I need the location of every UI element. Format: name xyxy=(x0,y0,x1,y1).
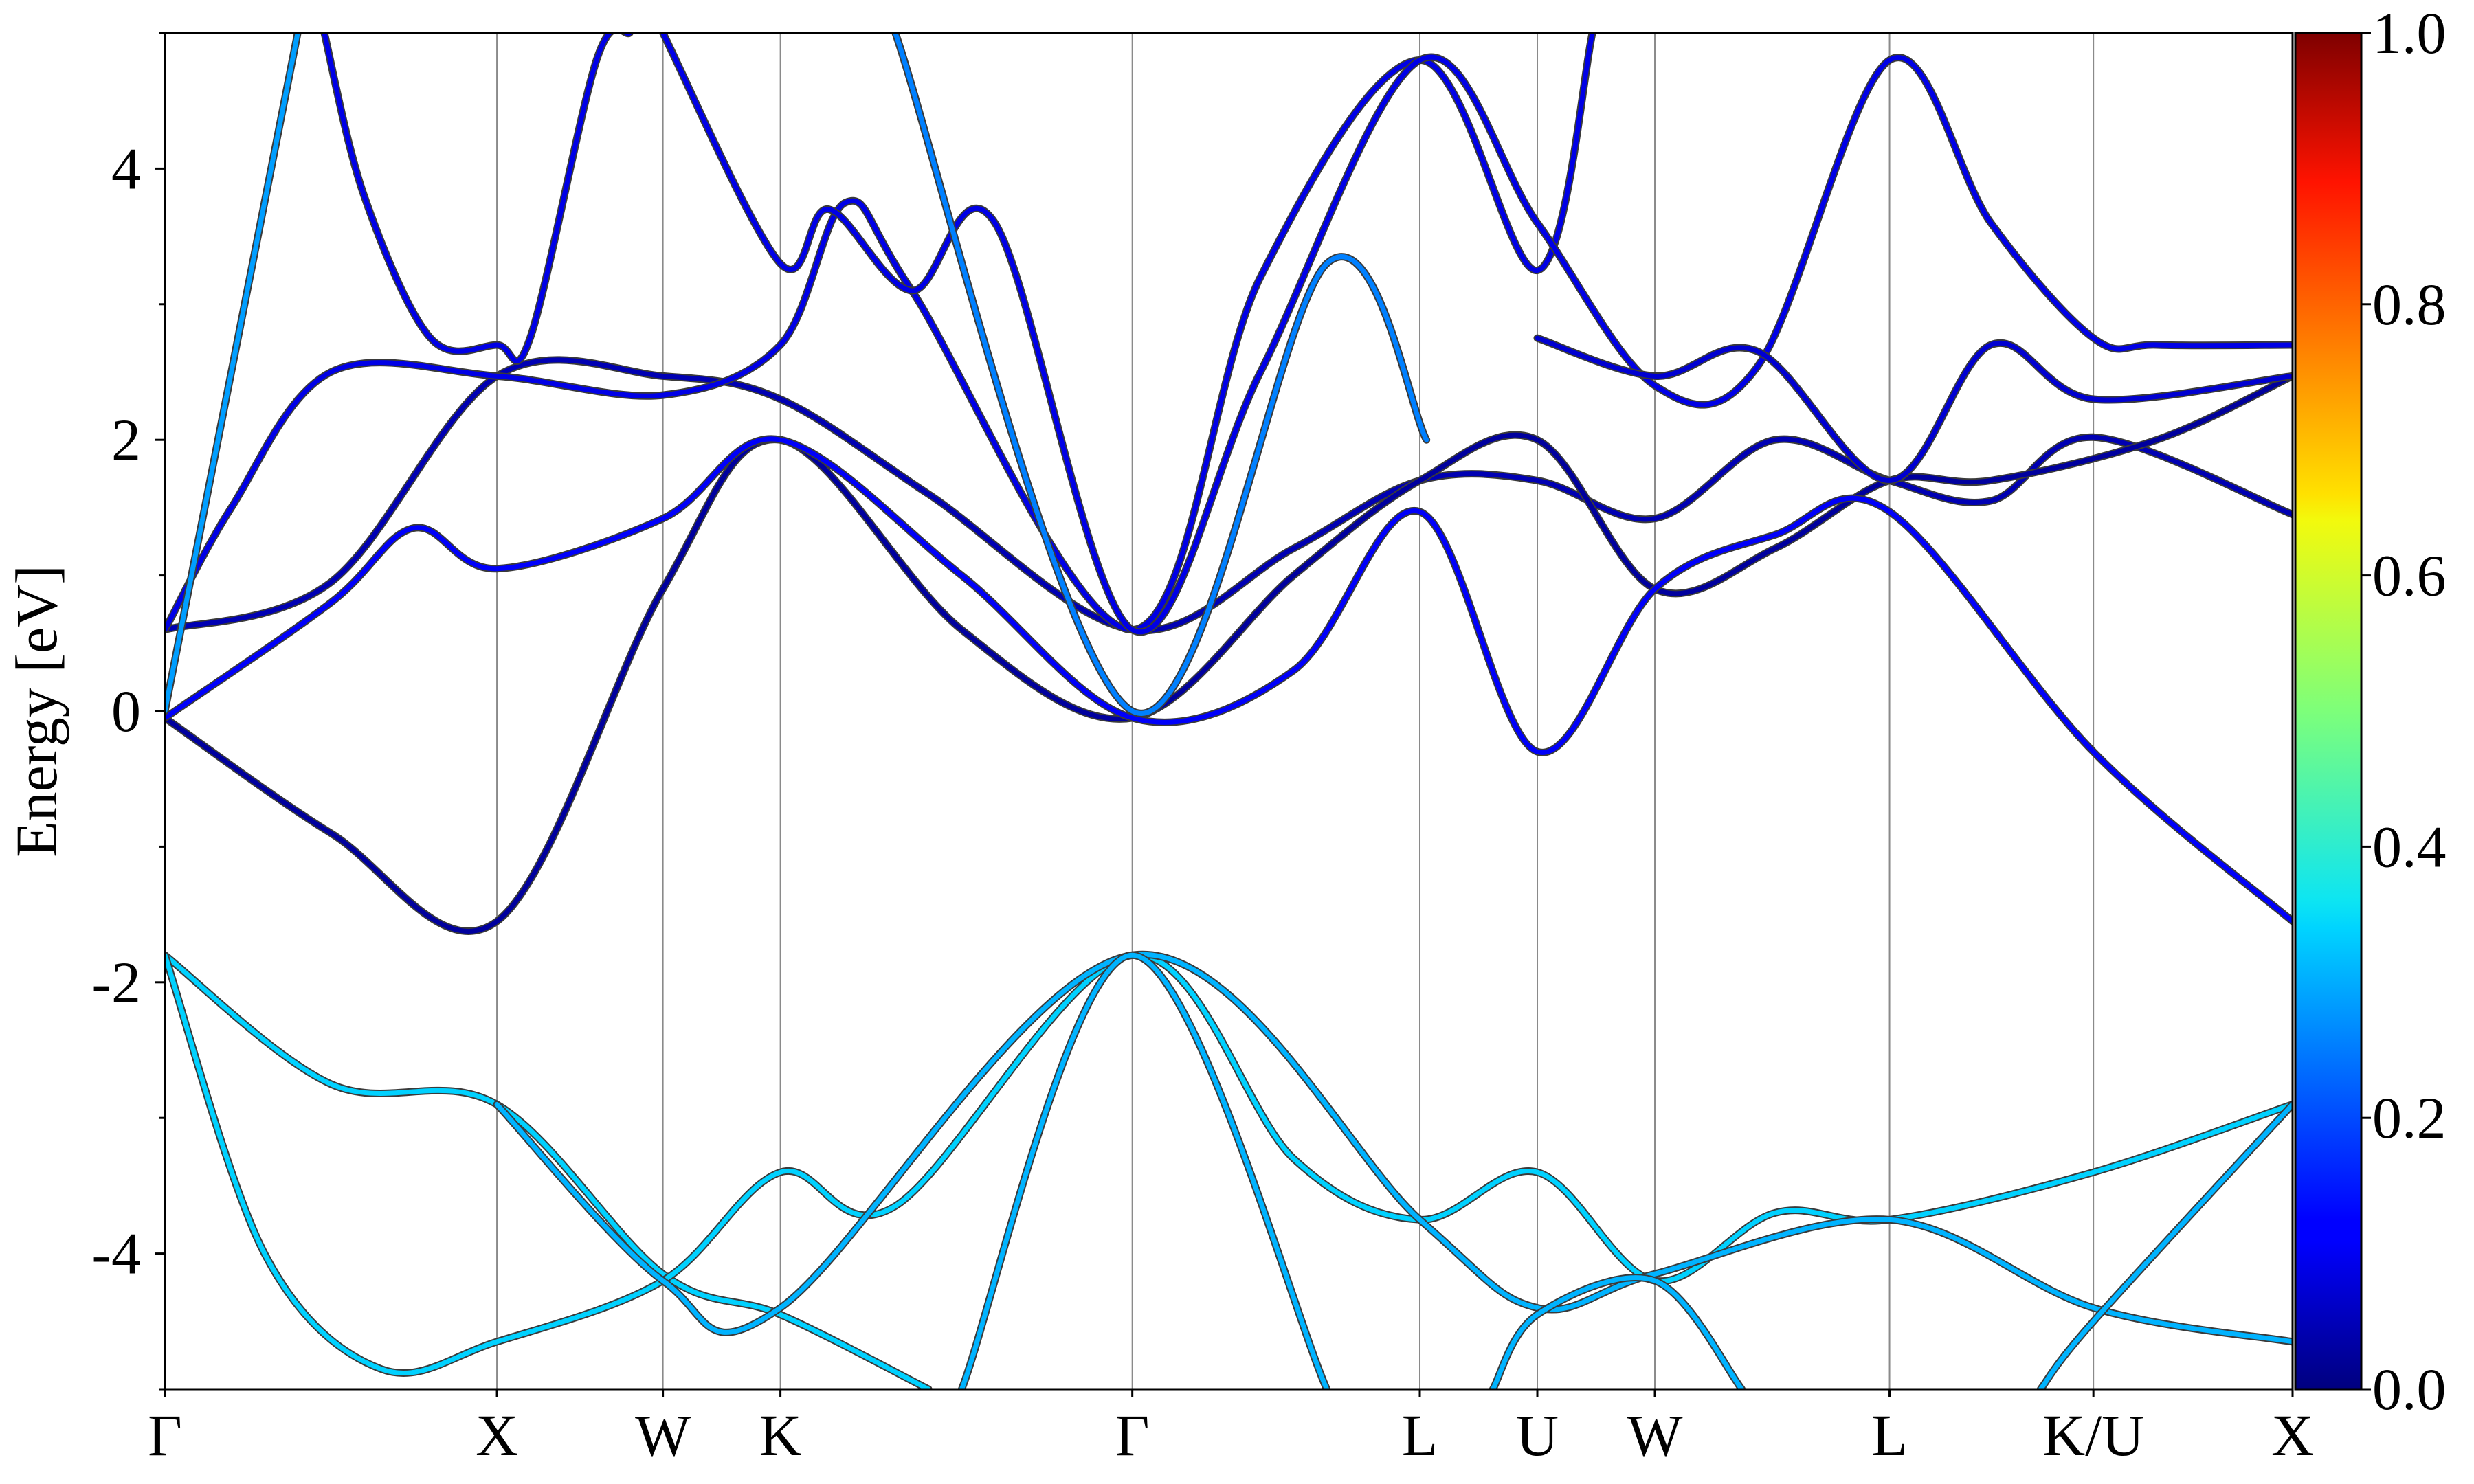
y-tick-label: 0 xyxy=(111,678,141,744)
band-outline xyxy=(659,33,2293,636)
band-outline xyxy=(165,356,2293,635)
band-line xyxy=(322,33,632,364)
x-tick-label: Γ xyxy=(1115,1402,1150,1468)
band-line xyxy=(165,952,2293,1376)
y-tick-label: 4 xyxy=(111,135,141,201)
band-line xyxy=(165,952,931,1389)
colorbar xyxy=(2294,32,2363,1391)
colorbar-tick-label: 0.6 xyxy=(2372,543,2447,609)
high-symmetry-lines xyxy=(496,33,2095,1389)
colorbar-tick-label: 0.4 xyxy=(2372,813,2447,879)
colorbar-tick-label: 0.2 xyxy=(2372,1085,2447,1151)
band-line xyxy=(165,357,2293,633)
colorbar-tick-label: 1.0 xyxy=(2372,0,2447,66)
x-tick-label: Γ xyxy=(148,1402,182,1468)
band-line xyxy=(660,33,2293,635)
x-tick-label: K xyxy=(759,1402,802,1468)
band-line xyxy=(893,33,1429,716)
x-tick-label: W xyxy=(1627,1402,1682,1468)
x-tick-label: X xyxy=(2271,1402,2314,1468)
y-tick-label: -4 xyxy=(91,1221,141,1287)
band-outline xyxy=(165,951,2293,1378)
band-line xyxy=(165,436,2293,924)
band-outline xyxy=(320,33,634,366)
y-tick-label: 2 xyxy=(111,407,141,473)
band-lines xyxy=(165,33,2293,1389)
x-tick-label: X xyxy=(476,1402,518,1468)
y-axis-ticks: -4 -2 0 2 4 xyxy=(91,32,165,1391)
x-tick-label: W xyxy=(635,1402,691,1468)
band-line xyxy=(494,952,2293,1345)
band-line xyxy=(959,952,1330,1389)
y-axis-label: Energy [eV] xyxy=(3,565,69,857)
band-line xyxy=(2038,1102,2293,1389)
x-tick-label: L xyxy=(1871,1402,1908,1468)
band-outline xyxy=(957,951,1331,1389)
band-outline xyxy=(493,950,2293,1346)
band-outline xyxy=(165,435,2293,925)
x-tick-label: K/U xyxy=(2042,1402,2144,1468)
x-tick-label: L xyxy=(1402,1402,1438,1468)
colorbar-tick-label: 0.0 xyxy=(2372,1356,2447,1422)
colorbar-ticks: 0.0 0.2 0.4 0.6 0.8 1.0 xyxy=(2361,0,2447,1422)
y-tick-label: -2 xyxy=(91,949,141,1015)
band-line xyxy=(1535,335,2293,483)
x-axis-ticks: Γ X W K Γ L U W L K/U X xyxy=(148,1389,2314,1468)
band-line xyxy=(1490,1275,1745,1389)
x-tick-label: U xyxy=(1516,1402,1559,1468)
band-line xyxy=(165,33,300,714)
colorbar-tick-label: 0.8 xyxy=(2372,271,2447,337)
